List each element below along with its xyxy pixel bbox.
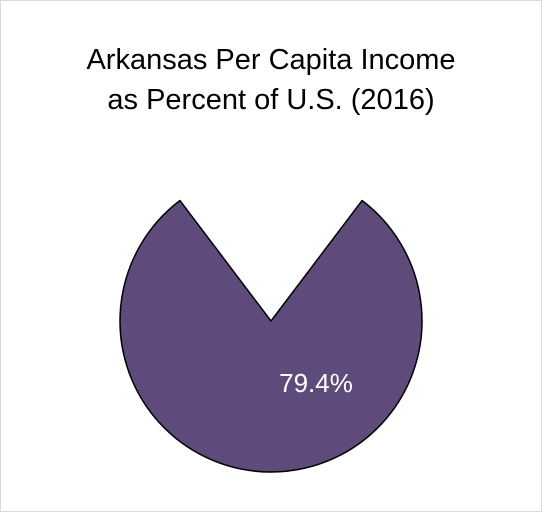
pie-slices	[119, 199, 423, 473]
slice-data-label: 79.4%	[279, 368, 353, 398]
chart-title: Arkansas Per Capita Income as Percent of…	[0, 40, 542, 120]
chart-title-line-1: Arkansas Per Capita Income	[86, 44, 456, 76]
pie-slice-0	[119, 199, 423, 473]
chart-title-line-2: as Percent of U.S. (2016)	[107, 84, 435, 116]
